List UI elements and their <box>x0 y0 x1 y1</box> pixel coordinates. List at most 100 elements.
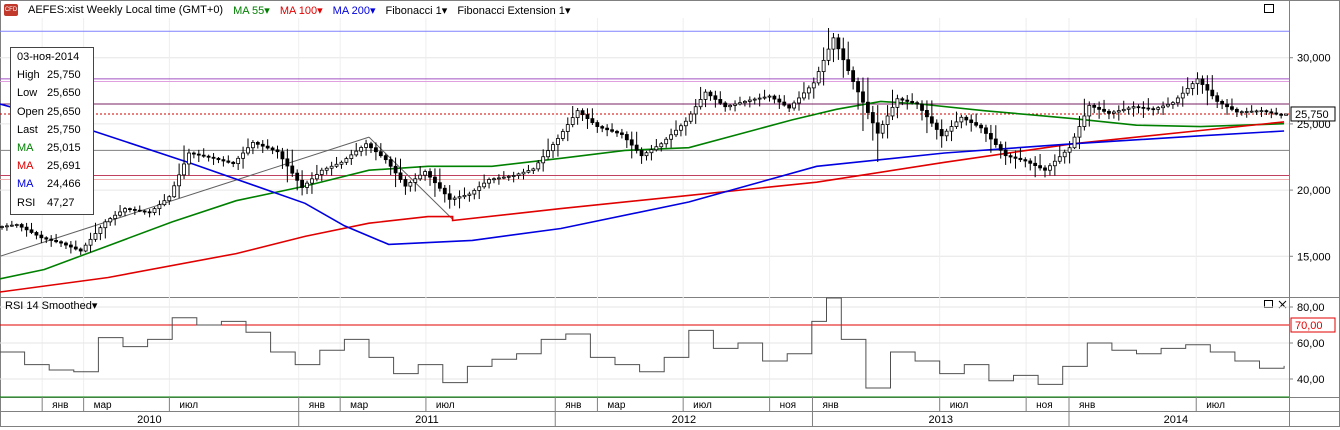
candle-body <box>246 147 250 154</box>
candle-body <box>875 122 880 134</box>
candle-body <box>546 150 551 158</box>
candle-body <box>767 95 772 98</box>
info-value: 24,466 <box>47 178 81 191</box>
candle-body <box>1205 84 1210 91</box>
candle-body <box>1156 107 1161 110</box>
candle-body <box>723 102 728 108</box>
candle-body <box>260 143 265 147</box>
indicator-list: MA 55▾ MA 100▾ MA 200▾ Fibonacci 1▾ Fibonacc… <box>233 4 580 17</box>
candle-body <box>1151 108 1156 111</box>
candle-body <box>280 151 285 160</box>
candle-body <box>142 210 147 213</box>
candle-body <box>118 211 122 216</box>
info-key: Open <box>17 105 44 118</box>
candle-body <box>329 165 334 169</box>
x-month-label: июл <box>179 400 198 411</box>
candle-body <box>1210 89 1215 97</box>
trend-line <box>0 136 370 257</box>
candle-body <box>314 174 319 180</box>
candle-body <box>344 158 349 163</box>
candle-body <box>944 130 949 137</box>
candle-body <box>487 179 491 184</box>
candle-body <box>959 116 964 123</box>
info-key: Last <box>17 123 38 136</box>
indicator-0[interactable]: MA 55▾ <box>233 4 270 17</box>
candle-body <box>590 118 595 123</box>
series-line-ma-100 <box>0 121 1285 293</box>
candle-body <box>162 200 167 206</box>
candle-body <box>1141 106 1146 109</box>
info-value: 25,650 <box>47 87 81 100</box>
info-key: Low <box>17 87 38 100</box>
info-value: 25,750 <box>47 69 81 82</box>
candle-body <box>615 130 619 134</box>
info-key: MA <box>17 142 34 155</box>
series-line-ma-55 <box>0 100 1285 280</box>
trend-line <box>368 136 453 220</box>
candle-body <box>811 82 816 89</box>
candle-body <box>806 87 811 94</box>
candle-body <box>78 248 83 252</box>
candle-body <box>1180 92 1185 99</box>
candle-body <box>285 158 290 167</box>
overbought-box <box>1290 317 1336 333</box>
candle-body <box>679 125 683 131</box>
candle-body <box>378 151 383 157</box>
rsi-panel-title[interactable]: RSI 14 Smoothed▾ <box>5 299 97 312</box>
candle-body <box>14 224 19 226</box>
chevron-down-icon[interactable]: ▾ <box>441 4 448 17</box>
chevron-down-icon[interactable]: ▾ <box>317 4 323 17</box>
candle-body <box>649 149 654 154</box>
candle-body <box>221 159 226 162</box>
candle-body <box>949 126 954 132</box>
candle-body <box>797 97 801 104</box>
candle-body <box>128 208 132 211</box>
indicator-3[interactable]: Fibonacci 1▾ <box>385 4 448 17</box>
candle-body <box>206 155 211 158</box>
candle-body <box>738 102 742 105</box>
candle-body <box>718 99 723 104</box>
instrument-label[interactable]: AEFES:xist Weekly Local time (GMT+0) <box>28 4 224 16</box>
indicator-4[interactable]: Fibonacci Extension 1▾ <box>457 4 571 17</box>
candle-body <box>9 224 14 227</box>
candle-body <box>369 143 373 149</box>
x-month-label: янв <box>1079 400 1095 411</box>
candle-body <box>34 232 39 236</box>
candle-body <box>954 121 959 127</box>
indicator-1[interactable]: MA 100▾ <box>279 4 323 17</box>
dropdown-arrow-icon[interactable]: ▾ <box>91 300 98 312</box>
x-month-label: янв <box>565 400 581 411</box>
x-month-label: мар <box>350 400 368 411</box>
candle-body <box>39 234 44 239</box>
candle-body <box>1230 106 1234 110</box>
candle-body <box>639 149 644 157</box>
info-key: High <box>17 69 40 82</box>
chevron-down-icon[interactable]: ▾ <box>369 4 376 17</box>
candle-body <box>1077 126 1082 138</box>
candle-body <box>1121 108 1126 112</box>
candle-body <box>1249 110 1254 113</box>
candle-body <box>870 112 875 124</box>
candle-body <box>1131 106 1136 109</box>
candle-body <box>295 172 300 181</box>
x-month-label: июл <box>436 400 455 411</box>
candle-body <box>433 176 437 184</box>
candle-body <box>708 91 713 97</box>
candle-body <box>693 106 698 115</box>
candle-body <box>1244 111 1249 113</box>
candle-body <box>177 174 182 187</box>
candle-body <box>762 96 767 99</box>
candle-body <box>939 129 944 137</box>
candle-body <box>1171 102 1175 105</box>
info-row: MA 25,015 <box>11 139 93 157</box>
chevron-down-icon[interactable]: ▾ <box>564 4 571 17</box>
maximize-icon <box>1264 4 1274 13</box>
candle-body <box>1220 101 1225 105</box>
x-year-label: 2014 <box>1164 414 1188 426</box>
candle-body <box>310 178 314 184</box>
candle-body <box>1234 108 1239 113</box>
indicator-2[interactable]: MA 200▾ <box>332 4 376 17</box>
candle-body <box>492 178 496 181</box>
candle-body <box>1107 110 1111 114</box>
chevron-down-icon[interactable]: ▾ <box>264 4 270 17</box>
